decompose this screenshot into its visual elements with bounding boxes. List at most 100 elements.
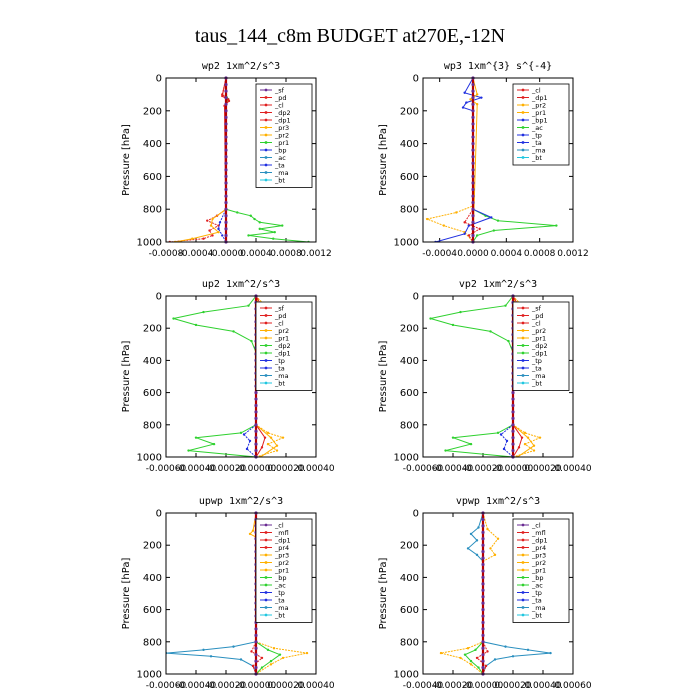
data-point	[232, 330, 235, 333]
bt-marker	[471, 181, 475, 185]
bt-marker	[511, 416, 515, 420]
legend-entry: _dp1	[274, 537, 291, 545]
data-point	[439, 651, 443, 655]
data-point	[275, 449, 279, 452]
bt-marker	[471, 194, 475, 198]
bt-marker	[224, 194, 228, 198]
x-tick-label: -0.00000	[493, 464, 534, 474]
legend-marker	[264, 553, 268, 557]
y-tick-label: 800	[400, 205, 419, 216]
legend-marker	[264, 591, 268, 594]
data-point	[212, 442, 216, 446]
data-point	[211, 234, 214, 237]
data-point	[475, 234, 479, 237]
legend-marker	[521, 118, 525, 122]
legend-marker	[521, 141, 525, 144]
bt-marker	[224, 214, 228, 218]
data-point	[194, 436, 198, 439]
plot-frame	[422, 77, 574, 243]
legend-marker	[264, 306, 268, 310]
bt-marker	[254, 423, 258, 427]
data-point	[538, 436, 542, 439]
bt-marker	[471, 142, 475, 146]
x-tick-label: 0.0004	[491, 249, 523, 259]
bt-marker	[481, 517, 485, 522]
plot-frame	[165, 295, 317, 458]
y-axis-label: Pressure [hPa]	[121, 558, 132, 630]
data-point	[248, 532, 252, 536]
legend-marker	[521, 103, 525, 107]
legend-marker	[521, 156, 525, 159]
data-point	[463, 232, 466, 235]
legend-marker	[264, 583, 268, 587]
plot-frame	[422, 512, 574, 675]
data-point	[269, 663, 273, 666]
legend-marker	[264, 148, 268, 152]
bt-marker	[254, 416, 258, 420]
data-point	[459, 310, 462, 314]
legend-entry: _ta	[274, 162, 285, 170]
legend-marker	[521, 538, 525, 542]
panel-title: wp3 1xm^{3} s^{-4}	[444, 61, 552, 72]
data-point	[480, 96, 483, 99]
y-tick-label: 800	[143, 637, 162, 648]
legend-entry: _pr2	[274, 327, 289, 335]
legend-marker	[264, 374, 268, 377]
legend-marker	[521, 613, 525, 617]
data-point	[206, 219, 209, 222]
data-point	[218, 221, 222, 224]
bt-marker	[481, 665, 485, 670]
x-tick-label: -0.00020	[206, 681, 247, 691]
data-point	[263, 436, 267, 439]
data-point	[242, 433, 246, 436]
panel-title: vpwp 1xm^2/s^3	[456, 496, 540, 507]
series-line-pr1	[440, 513, 499, 674]
data-point	[260, 656, 264, 660]
legend-marker	[521, 329, 525, 332]
panel-5: upwp 1xm^2/s^3 Pressure [hPa] 0 200 400 600 80…	[121, 496, 335, 691]
data-point	[444, 449, 447, 452]
data-point	[532, 444, 536, 447]
data-point	[202, 237, 205, 240]
plot-frame	[165, 77, 317, 243]
bt-marker	[511, 429, 515, 433]
legend-marker	[264, 171, 268, 174]
data-point	[187, 449, 190, 452]
y-tick-label: 400	[143, 356, 162, 367]
bt-marker	[481, 653, 485, 657]
bt-marker	[224, 109, 228, 113]
bt-marker	[511, 410, 515, 414]
legend-entry: _pd	[274, 94, 287, 102]
data-point	[455, 211, 458, 214]
legend-marker	[521, 88, 525, 92]
legend-entry: _pr4	[531, 544, 546, 552]
y-tick-label: 400	[143, 573, 162, 584]
legend-marker	[264, 366, 268, 370]
bt-marker	[254, 640, 258, 644]
legend-marker	[264, 598, 268, 602]
plot-frame	[165, 512, 317, 675]
legend-entry: _pr2	[531, 559, 546, 567]
y-axis-label: Pressure [hPa]	[121, 341, 132, 413]
legend-entry: _mfl	[531, 529, 546, 537]
legend-marker	[521, 531, 525, 534]
data-point	[425, 217, 429, 221]
data-point	[194, 323, 198, 327]
y-tick-label: 800	[143, 420, 162, 431]
y-tick-label: 800	[400, 420, 419, 431]
bt-marker	[254, 627, 258, 631]
data-point	[272, 237, 275, 240]
legend-entry: _dp1	[274, 117, 291, 125]
plot-frame	[422, 295, 574, 458]
data-point	[493, 658, 497, 661]
data-point	[236, 211, 239, 214]
bt-marker	[224, 233, 228, 238]
y-tick-label: 1000	[394, 670, 419, 681]
data-point	[486, 527, 489, 531]
bt-marker	[471, 161, 475, 165]
bt-marker	[481, 575, 485, 580]
data-point	[511, 655, 515, 658]
data-point	[269, 659, 273, 663]
x-tick-label: -0.0004	[179, 249, 214, 259]
